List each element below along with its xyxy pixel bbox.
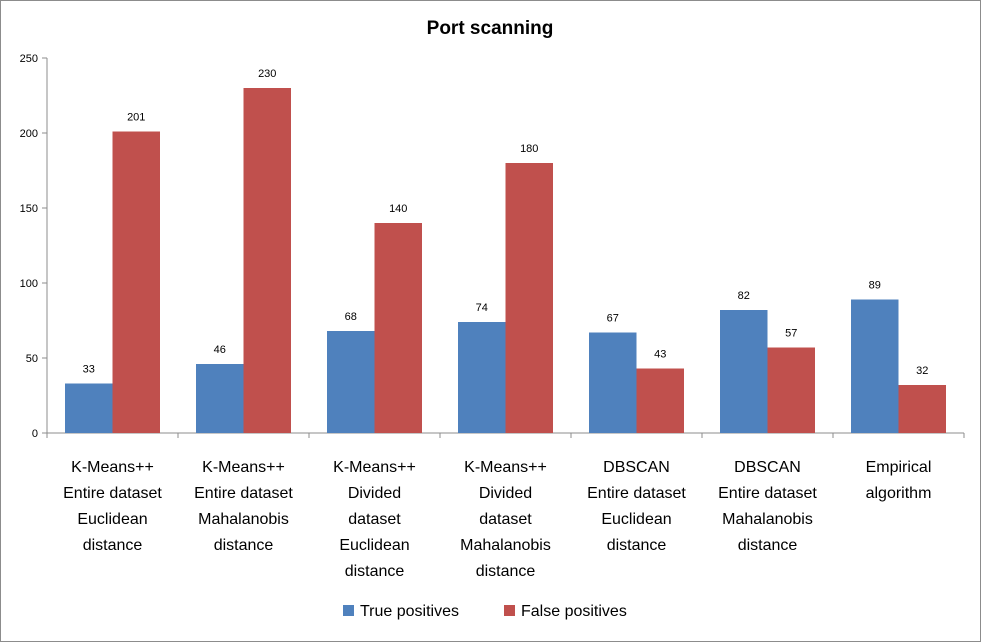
category-label-line: Empirical xyxy=(866,459,932,476)
category-label-line: distance xyxy=(607,537,667,554)
data-label: 68 xyxy=(345,311,357,323)
bar-false-positives xyxy=(767,347,815,433)
data-label: 46 xyxy=(214,344,226,356)
category-label-line: Euclidean xyxy=(77,511,147,528)
category-label: K-Means++ Entire dataset Mahalanobis distan… xyxy=(194,459,293,554)
data-label: 32 xyxy=(916,365,928,377)
bars xyxy=(65,88,946,433)
category-label-line: Entire dataset xyxy=(194,485,293,502)
category-label-line: Mahalanobis xyxy=(198,511,289,528)
category-label: K-Means++ Divided dataset Euclidean distance xyxy=(333,459,416,580)
category-label-line: Entire dataset xyxy=(718,485,817,502)
bar-false-positives xyxy=(243,88,291,433)
bar-false-positives xyxy=(898,385,946,433)
data-label: 180 xyxy=(520,143,538,155)
bar-true-positives xyxy=(720,310,768,433)
data-label: 67 xyxy=(607,313,619,325)
legend-swatch-false-positives xyxy=(504,605,515,616)
bar-false-positives xyxy=(636,368,684,433)
bar-true-positives xyxy=(589,332,637,433)
category-label: DBSCAN Entire dataset Mahalanobis distance xyxy=(718,459,817,554)
data-label: 33 xyxy=(83,364,95,376)
category-label-line: distance xyxy=(83,537,143,554)
category-label-line: Divided xyxy=(479,485,532,502)
category-label-line: dataset xyxy=(348,511,401,528)
y-tick-label: 150 xyxy=(20,203,38,215)
category-label-line: Euclidean xyxy=(601,511,671,528)
legend: True positives False positives xyxy=(343,603,627,620)
bar-false-positives xyxy=(112,131,160,433)
category-label-line: DBSCAN xyxy=(603,459,670,476)
bar-true-positives xyxy=(327,331,375,433)
category-labels: K-Means++ Entire dataset Euclidean distance… xyxy=(63,459,931,580)
data-label: 89 xyxy=(869,280,881,292)
y-tick-label: 200 xyxy=(20,128,38,140)
data-labels: 33 201 46 230 68 140 74 180 67 43 82 57 89 32 xyxy=(83,68,929,377)
bar-false-positives xyxy=(505,163,553,433)
category-label: DBSCAN Entire dataset Euclidean distance xyxy=(587,459,686,554)
category-label-line: dataset xyxy=(479,511,532,528)
bar-true-positives xyxy=(458,322,506,433)
bar-false-positives xyxy=(374,223,422,433)
category-label-line: Mahalanobis xyxy=(722,511,813,528)
category-label-line: Divided xyxy=(348,485,401,502)
data-label: 140 xyxy=(389,203,407,215)
bar-true-positives xyxy=(196,364,244,433)
category-label-line: distance xyxy=(738,537,798,554)
category-label-line: Entire dataset xyxy=(63,485,162,502)
data-label: 57 xyxy=(785,328,797,340)
bar-true-positives xyxy=(851,299,899,433)
legend-label-false-positives: False positives xyxy=(521,603,627,620)
category-label-line: Mahalanobis xyxy=(460,537,551,554)
data-label: 74 xyxy=(476,302,488,314)
category-label-line: Euclidean xyxy=(339,537,409,554)
category-label-line: distance xyxy=(214,537,274,554)
category-label: K-Means++ Entire dataset Euclidean distance xyxy=(63,459,162,554)
category-label-line: K-Means++ xyxy=(464,459,547,476)
data-label: 43 xyxy=(654,349,666,361)
legend-label-true-positives: True positives xyxy=(360,603,459,620)
y-tick-label: 100 xyxy=(20,278,38,290)
category-label: Empirical algorithm xyxy=(866,459,932,502)
y-tick-label: 50 xyxy=(26,353,38,365)
category-label-line: distance xyxy=(476,563,536,580)
category-label-line: algorithm xyxy=(866,485,932,502)
category-label: K-Means++ Divided dataset Mahalanobis distan… xyxy=(460,459,551,580)
data-label: 230 xyxy=(258,68,276,80)
chart-title: Port scanning xyxy=(427,18,554,39)
bar-true-positives xyxy=(65,383,113,433)
data-label: 82 xyxy=(738,290,750,302)
y-tick-label: 250 xyxy=(20,53,38,65)
legend-swatch-true-positives xyxy=(343,605,354,616)
category-label-line: DBSCAN xyxy=(734,459,801,476)
category-label-line: Entire dataset xyxy=(587,485,686,502)
category-label-line: distance xyxy=(345,563,405,580)
category-label-line: K-Means++ xyxy=(71,459,154,476)
data-label: 201 xyxy=(127,112,145,124)
y-tick-label: 0 xyxy=(32,428,38,440)
category-label-line: K-Means++ xyxy=(202,459,285,476)
category-label-line: K-Means++ xyxy=(333,459,416,476)
